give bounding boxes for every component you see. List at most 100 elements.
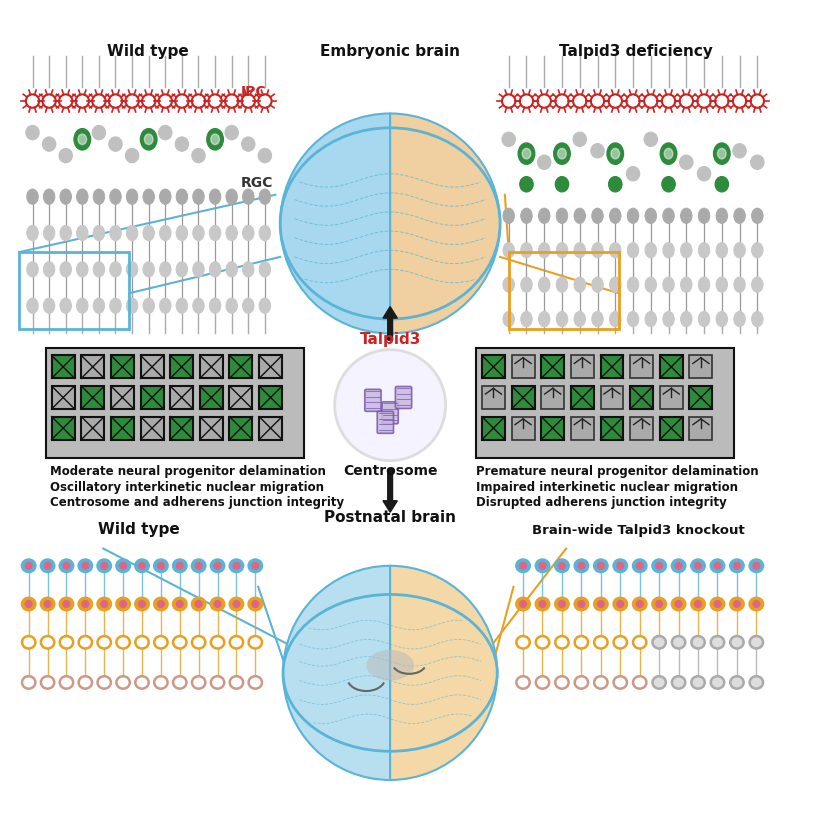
Ellipse shape — [176, 189, 188, 204]
Ellipse shape — [98, 676, 111, 689]
Ellipse shape — [653, 598, 666, 610]
Ellipse shape — [192, 560, 206, 572]
Bar — [46, 348, 304, 458]
Ellipse shape — [211, 636, 224, 649]
Ellipse shape — [521, 208, 532, 224]
Bar — [259, 386, 282, 409]
Bar — [482, 356, 505, 379]
Ellipse shape — [175, 137, 188, 151]
Bar — [111, 417, 134, 440]
Circle shape — [520, 601, 526, 607]
Ellipse shape — [59, 149, 73, 162]
Ellipse shape — [60, 298, 72, 313]
Ellipse shape — [554, 143, 570, 164]
Ellipse shape — [503, 242, 514, 258]
Bar — [171, 386, 193, 409]
Circle shape — [676, 601, 682, 607]
Ellipse shape — [60, 262, 72, 277]
Circle shape — [335, 350, 446, 460]
Ellipse shape — [522, 149, 530, 159]
Ellipse shape — [752, 208, 763, 224]
Ellipse shape — [653, 636, 666, 649]
Ellipse shape — [557, 242, 568, 258]
Ellipse shape — [539, 312, 550, 326]
Ellipse shape — [750, 598, 763, 610]
Bar — [690, 386, 712, 409]
Text: Postnatal brain: Postnatal brain — [324, 510, 456, 525]
Bar — [140, 356, 163, 379]
Circle shape — [656, 562, 663, 569]
Bar — [51, 417, 74, 440]
Ellipse shape — [27, 189, 38, 204]
Ellipse shape — [143, 298, 154, 313]
Ellipse shape — [43, 189, 55, 204]
Ellipse shape — [611, 149, 619, 159]
Ellipse shape — [259, 189, 271, 204]
Text: Oscillatory interkinetic nuclear migration: Oscillatory interkinetic nuclear migrati… — [50, 481, 324, 494]
Ellipse shape — [555, 636, 569, 649]
Ellipse shape — [591, 144, 604, 158]
Bar — [200, 417, 223, 440]
Ellipse shape — [135, 676, 149, 689]
Bar — [140, 417, 163, 440]
Ellipse shape — [60, 636, 73, 649]
Ellipse shape — [249, 560, 262, 572]
Ellipse shape — [77, 225, 88, 241]
Ellipse shape — [93, 262, 104, 277]
Ellipse shape — [210, 262, 221, 277]
Circle shape — [734, 601, 740, 607]
Ellipse shape — [750, 636, 763, 649]
Ellipse shape — [26, 126, 39, 140]
Text: Talpid3 deficiency: Talpid3 deficiency — [559, 44, 713, 59]
Ellipse shape — [734, 208, 745, 224]
Ellipse shape — [154, 560, 167, 572]
Bar — [111, 386, 134, 409]
Ellipse shape — [60, 189, 72, 204]
Ellipse shape — [614, 598, 627, 610]
Ellipse shape — [750, 676, 763, 689]
Ellipse shape — [110, 189, 122, 204]
Bar — [200, 356, 223, 379]
Ellipse shape — [538, 155, 551, 170]
Ellipse shape — [154, 636, 167, 649]
Ellipse shape — [750, 560, 763, 572]
Bar — [82, 386, 104, 409]
Ellipse shape — [60, 225, 72, 241]
Ellipse shape — [556, 176, 569, 192]
Circle shape — [120, 601, 126, 607]
Ellipse shape — [592, 208, 603, 224]
Circle shape — [214, 562, 221, 569]
Ellipse shape — [628, 277, 639, 292]
Circle shape — [656, 601, 663, 607]
Ellipse shape — [110, 298, 122, 313]
Ellipse shape — [126, 298, 138, 313]
Text: Talpid3: Talpid3 — [360, 332, 421, 347]
Circle shape — [63, 562, 70, 569]
Ellipse shape — [660, 143, 676, 164]
Ellipse shape — [22, 636, 35, 649]
Ellipse shape — [211, 676, 224, 689]
Ellipse shape — [176, 225, 188, 241]
Ellipse shape — [211, 134, 220, 144]
Ellipse shape — [645, 277, 657, 292]
Circle shape — [233, 601, 240, 607]
Ellipse shape — [607, 143, 623, 164]
Ellipse shape — [230, 636, 243, 649]
Ellipse shape — [210, 225, 221, 241]
Ellipse shape — [230, 676, 243, 689]
Ellipse shape — [610, 242, 621, 258]
Bar — [140, 386, 163, 409]
Circle shape — [578, 562, 585, 569]
Ellipse shape — [633, 636, 646, 649]
Circle shape — [44, 601, 51, 607]
Ellipse shape — [520, 176, 533, 192]
Ellipse shape — [27, 262, 38, 277]
Ellipse shape — [93, 225, 104, 241]
Ellipse shape — [663, 242, 674, 258]
Ellipse shape — [27, 225, 38, 241]
Ellipse shape — [77, 298, 88, 313]
Circle shape — [636, 562, 643, 569]
Text: Premature neural progenitor delamination: Premature neural progenitor delamination — [477, 465, 759, 478]
Ellipse shape — [539, 277, 550, 292]
Ellipse shape — [521, 312, 532, 326]
